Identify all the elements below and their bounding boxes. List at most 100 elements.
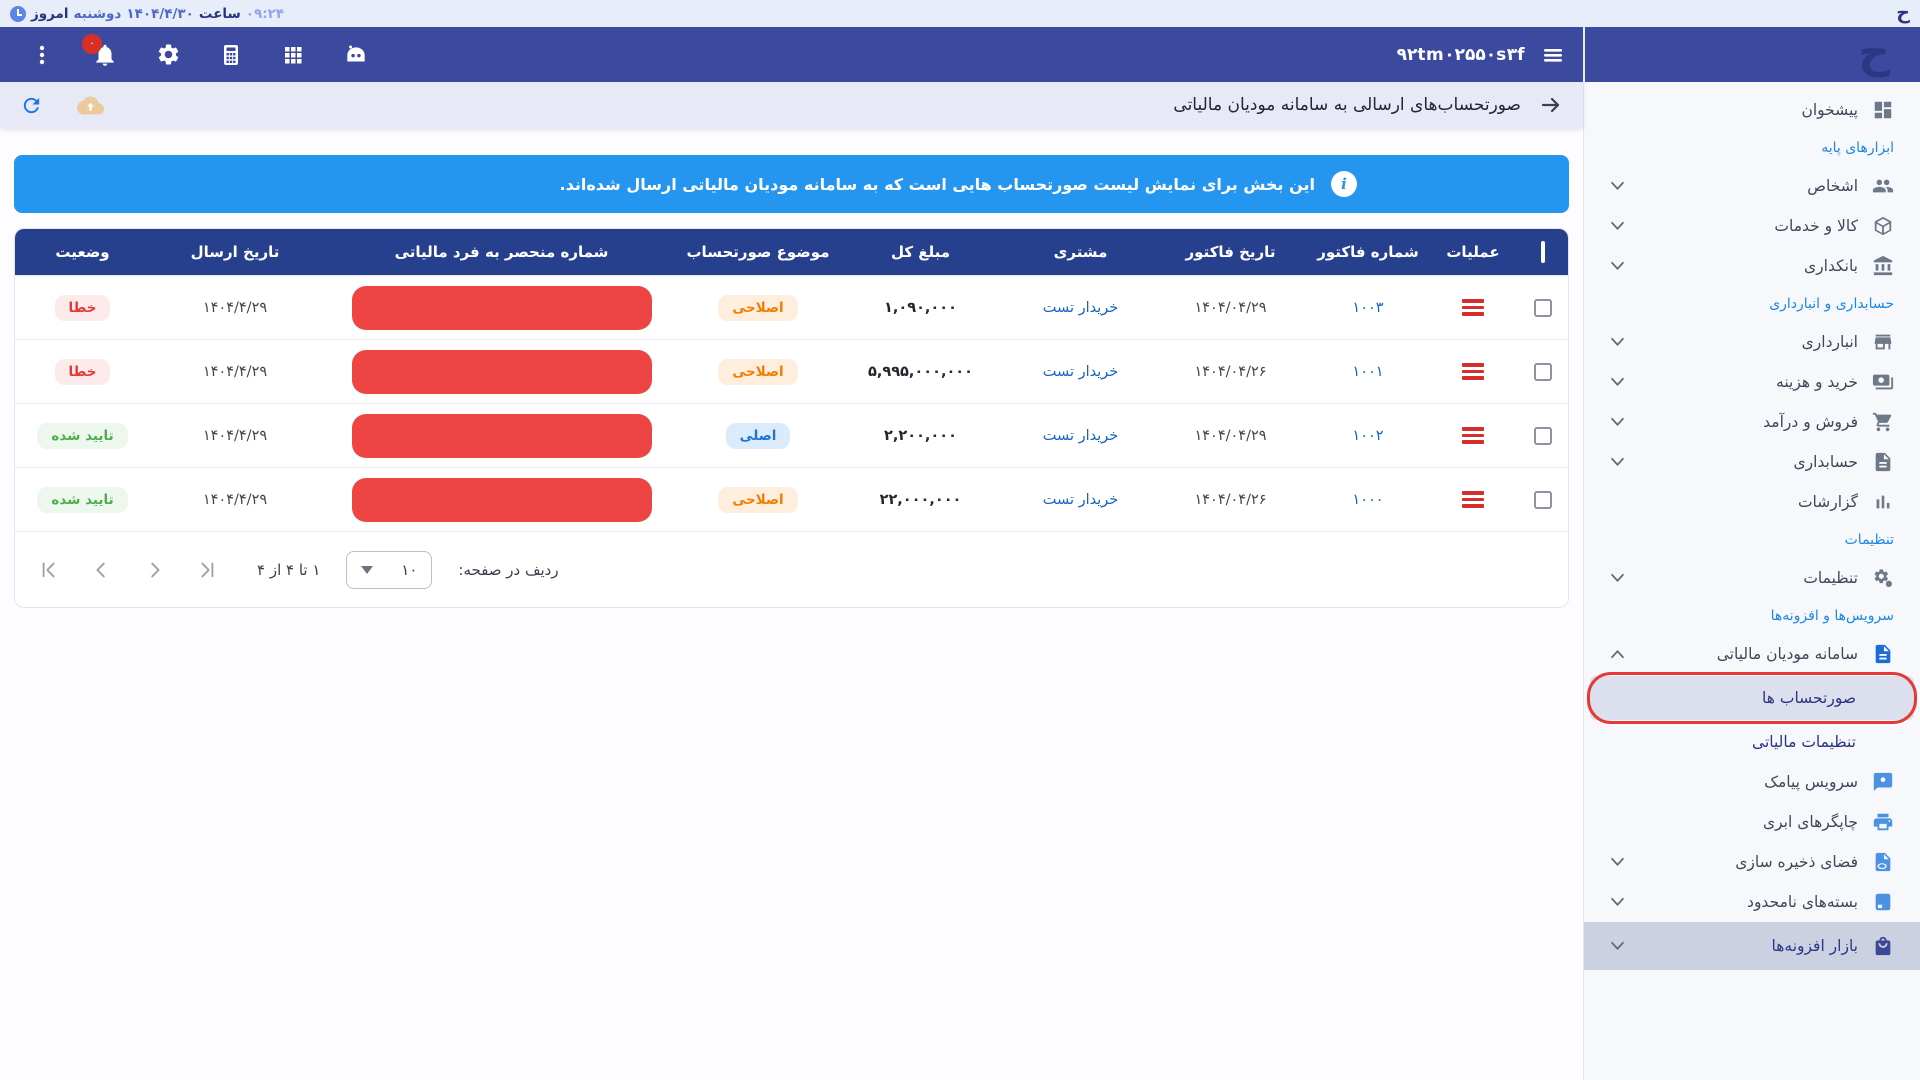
page-title: صورتحساب‌های ارسالی به سامانه مودیان مال… [1173,95,1521,115]
navbar: ۹۲tm۰۲۵۵۰s۳f ۰ [0,27,1583,82]
invoice-subject-badge: اصلی [725,422,791,449]
sidebar-item-label: اشخاص [1807,177,1858,195]
sidebar-toggle-hamburger-icon[interactable] [1541,43,1565,67]
next-page-button[interactable] [143,559,165,581]
chevron-down-icon [1610,337,1625,347]
sidebar-subitem-تنظیمات-مالیاتی[interactable]: تنظیمات مالیاتی [1584,722,1920,762]
total-amount: ۱,۰۹۰,۰۰۰ [884,299,957,316]
sidebar-section-label: تنظیمات [1844,532,1894,548]
column-header: مبلغ کل [890,243,951,261]
sidebar-item-گزارشات[interactable]: گزارشات [1584,482,1920,522]
pack-icon [1872,891,1894,913]
pagination-range: ۱ تا ۴ از ۴ [257,560,321,579]
invoice-number-link[interactable]: ۱۰۰۲ [1352,427,1384,444]
send-date: ۱۴۰۴/۴/۲۹ [202,299,268,316]
sidebar-subitem-label: صورتحساب ها [1762,689,1856,707]
chevron-down-icon [1610,181,1625,191]
row-actions-menu-icon[interactable] [1462,363,1484,380]
select-all-checkbox[interactable] [1541,241,1545,263]
pagination-nav [39,559,217,581]
status-badge: خطا [54,358,111,385]
rows-per-page-select[interactable]: ۱۰ [346,550,433,589]
invoice-date: ۱۴۰۴/۰۴/۲۹ [1194,299,1267,316]
sidebar-item-خرید-و-هزینه[interactable]: خرید و هزینه [1584,362,1920,402]
sidebar-item-label: چاپگرهای ابری [1763,813,1858,831]
chevron-down-icon [1610,417,1625,427]
sidebar-item-فروش-و-درآمد[interactable]: فروش و درآمد [1584,402,1920,442]
chevron-down-icon [1610,261,1625,271]
first-page-button[interactable] [39,559,61,581]
tax-unique-id-redacted [351,477,652,522]
customer-link[interactable]: خریدار تست [1042,363,1119,380]
invoice-date: ۱۴۰۴/۰۴/۲۶ [1194,363,1267,380]
table-row: ۱۰۰۳ ۱۴۰۴/۰۴/۲۹ خریدار تست ۱,۰۹۰,۰۰۰ اصلاحی ۱… [15,275,1568,339]
last-page-button[interactable] [195,559,217,581]
rows-per-page-label: ردیف در صفحه: [458,560,559,579]
sidebar-item-بازار-افزونه‌ها[interactable]: بازار افزونه‌ها [1584,922,1920,970]
info-banner-text: این بخش برای نمایش لیست صورتحساب هایی اس… [559,174,1315,194]
sidebar-item-فضای-ذخیره-سازی[interactable]: فضای ذخیره سازی [1584,842,1920,882]
column-header: شماره منحصر به فرد مالیاتی [394,243,609,261]
sms-icon [1872,771,1894,793]
row-checkbox[interactable] [1534,362,1552,381]
sidebar-item-label: خرید و هزینه [1776,373,1858,391]
sidebar-item-چاپگرهای-ابری[interactable]: چاپگرهای ابری [1584,802,1920,842]
row-checkbox[interactable] [1534,298,1552,317]
calculator-icon[interactable] [219,43,243,67]
row-checkbox[interactable] [1534,426,1552,445]
sidebar-item-کالا-و-خدمات[interactable]: کالا و خدمات [1584,206,1920,246]
previous-page-button[interactable] [91,559,113,581]
column-header: تاریخ فاکتور [1185,243,1276,261]
customer-link[interactable]: خریدار تست [1042,491,1119,508]
chevron-down-icon [1610,573,1625,583]
sidebar-item-بسته‌های-نامحدود[interactable]: بسته‌های نامحدود [1584,882,1920,922]
invoice-subject-badge: اصلاحی [718,358,798,385]
dashboard-icon [1872,99,1894,121]
table-row: ۱۰۰۰ ۱۴۰۴/۰۴/۲۶ خریدار تست ۲۲,۰۰۰,۰۰۰ اصلاحی… [15,467,1568,531]
customer-link[interactable]: خریدار تست [1042,299,1119,316]
invoice-number-link[interactable]: ۱۰۰۳ [1352,299,1384,316]
invoice-subject-badge: اصلاحی [718,294,798,321]
sidebar-item-label: فروش و درآمد [1763,413,1858,431]
kebab-menu-icon[interactable] [30,43,54,67]
tax-unique-id-redacted [351,413,652,458]
customer-link[interactable]: خریدار تست [1042,427,1119,444]
printer-icon [1872,811,1894,833]
row-actions-menu-icon[interactable] [1462,427,1484,444]
row-checkbox[interactable] [1534,490,1552,509]
row-actions-menu-icon[interactable] [1462,491,1484,508]
business-code: ۹۲tm۰۲۵۵۰s۳f [1396,44,1525,65]
sidebar-subitem-صورتحساب-ها[interactable]: صورتحساب ها [1587,672,1917,724]
chevron-down-icon [1610,897,1625,907]
settings-icon[interactable] [156,42,181,67]
notification-badge: ۰ [82,33,102,54]
filecloud-icon [1872,851,1894,873]
sidebar-item-حسابداری[interactable]: حسابداری [1584,442,1920,482]
row-actions-menu-icon[interactable] [1462,299,1484,316]
bag-icon [1872,935,1894,957]
cloud-upload-icon[interactable] [77,92,104,119]
robot-icon[interactable] [343,42,369,68]
column-header: شماره فاکتور [1317,243,1419,261]
sidebar-item-بانکداری[interactable]: بانکداری [1584,246,1920,286]
apps-grid-icon[interactable] [281,43,305,67]
send-date: ۱۴۰۴/۴/۲۹ [202,363,268,380]
sidebar-item-انبارداری[interactable]: انبارداری [1584,322,1920,362]
sidebar-item-سرویس-پیامک[interactable]: سرویس پیامک [1584,762,1920,802]
refresh-icon[interactable] [20,94,43,117]
sidebar-item-اشخاص[interactable]: اشخاص [1584,166,1920,206]
sidebar-item-تنظیمات[interactable]: تنظیمات [1584,558,1920,598]
payments-icon [1872,371,1894,393]
sidebar-item-label: بانکداری [1804,257,1858,275]
back-arrow-icon[interactable] [1539,93,1563,117]
doc-icon [1872,451,1894,473]
chevron-down-icon [1610,857,1625,867]
invoice-number-link[interactable]: ۱۰۰۱ [1352,363,1384,380]
sidebar-item-پیشخوان[interactable]: پیشخوان [1584,90,1920,130]
total-amount: ۲,۲۰۰,۰۰۰ [884,427,957,444]
invoice-number-link[interactable]: ۱۰۰۰ [1352,491,1384,508]
sidebar-item-سامانه-مودیان-مالیاتی[interactable]: سامانه مودیان مالیاتی [1584,634,1920,674]
notifications-bell-icon[interactable]: ۰ [82,33,118,68]
column-header: تاریخ ارسال [190,243,280,261]
invoices-table-card: عملیات شماره فاکتور تاریخ فاکتور مشتری مبلغ … [14,228,1569,608]
